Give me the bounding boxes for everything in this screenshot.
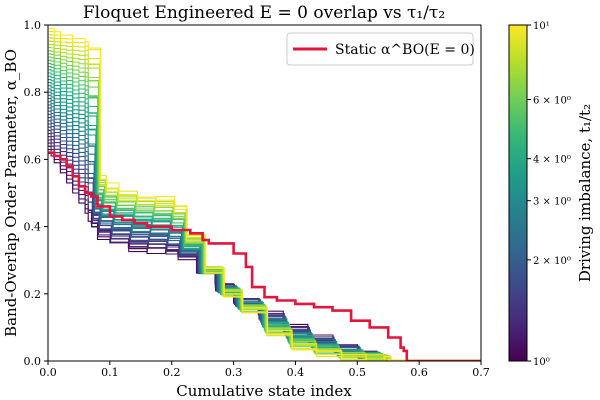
x-tick-label: 0.4 bbox=[287, 366, 305, 379]
floquet-curve bbox=[48, 27, 481, 361]
colorbar-tick-label: 10¹ bbox=[533, 21, 550, 32]
x-tick-label: 0.5 bbox=[349, 366, 367, 379]
x-tick-label: 0.7 bbox=[472, 366, 490, 379]
legend-box bbox=[286, 32, 474, 66]
y-tick-label: 1.0 bbox=[24, 19, 42, 32]
plot-frame bbox=[47, 24, 482, 362]
y-tick-label: 0.8 bbox=[24, 86, 42, 99]
legend-label: Static α^BO(E = 0) bbox=[335, 42, 475, 58]
colorbar-tick-label: 10⁰ bbox=[533, 357, 550, 368]
colorbar-tick-label: 3 × 10⁰ bbox=[533, 197, 571, 208]
colorbar-tick-label: 6 × 10⁰ bbox=[533, 96, 571, 107]
x-tick-label: 0.1 bbox=[101, 366, 119, 379]
x-tick-label: 0.2 bbox=[163, 366, 181, 379]
series-layer bbox=[48, 27, 481, 361]
static-series-line bbox=[48, 151, 481, 361]
x-tick-label: 0.3 bbox=[225, 366, 243, 379]
x-tick-label: 0.6 bbox=[410, 366, 428, 379]
colorbar-label: Driving imbalance, t₁/t₂ bbox=[576, 104, 594, 282]
colorbar-ticks: 10⁰ 2 × 10⁰ 3 × 10⁰ 4 × 10⁰ 6 × 10⁰ 10¹ bbox=[527, 21, 571, 368]
floquet-curve bbox=[48, 62, 481, 361]
y-tick-label: 0.4 bbox=[24, 221, 42, 234]
colorbar-tick-label: 4 × 10⁰ bbox=[533, 155, 571, 166]
y-tick-label: 0.2 bbox=[24, 288, 42, 301]
colorbar bbox=[508, 24, 528, 362]
x-tick-label: 0.0 bbox=[39, 366, 57, 379]
chart-title: Floquet Engineered E = 0 overlap vs τ₁/τ… bbox=[83, 3, 445, 23]
x-axis-label: Cumulative state index bbox=[176, 382, 352, 400]
legend: Static α^BO(E = 0) bbox=[286, 32, 475, 66]
colorbar-tick-label: 2 × 10⁰ bbox=[533, 256, 571, 267]
x-axis-ticks: 0.0 0.1 0.2 0.3 0.4 0.5 0.6 0.7 bbox=[39, 361, 490, 379]
y-tick-label: 0.0 bbox=[24, 355, 42, 368]
y-axis-ticks: 0.0 0.2 0.4 0.6 0.8 1.0 bbox=[24, 19, 48, 368]
floquet-curve bbox=[48, 30, 481, 361]
y-axis-label: Band-Overlap Order Parameter, α_BO bbox=[2, 49, 20, 337]
y-tick-label: 0.6 bbox=[24, 153, 42, 166]
